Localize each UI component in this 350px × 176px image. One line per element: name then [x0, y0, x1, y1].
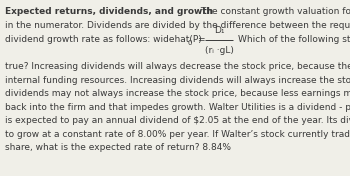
Text: The constant growth valuation formula has dividends: The constant growth valuation formula ha… — [198, 7, 350, 16]
Text: dividend growth rate as follows: widehat(P): dividend growth rate as follows: widehat… — [5, 35, 202, 44]
Text: dividends may not always increase the stock price, because less earnings may be : dividends may not always increase the st… — [5, 89, 350, 98]
Text: Which of the following statements is: Which of the following statements is — [238, 35, 350, 44]
Text: is expected to pay an annual dividend of $2.05 at the end of the year. Its divid: is expected to pay an annual dividend of… — [5, 116, 350, 125]
Text: (rᵢ ·gL): (rᵢ ·gL) — [204, 46, 233, 55]
Text: to grow at a constant rate of 8.00% per year. If Walter’s stock currently trades: to grow at a constant rate of 8.00% per … — [5, 130, 350, 139]
Text: back into the firm and that impedes growth. Walter Utilities is a dividend - pay: back into the firm and that impedes grow… — [5, 103, 350, 112]
Text: D₁: D₁ — [214, 26, 224, 35]
Text: Expected returns, dividends, and growth: Expected returns, dividends, and growth — [5, 7, 213, 16]
Text: in the numerator. Dividends are divided by the difference between the required r: in the numerator. Dividends are divided … — [5, 20, 350, 30]
Text: internal funding resources. Increasing dividends will always increase the stock : internal funding resources. Increasing d… — [5, 76, 350, 85]
Text: 0: 0 — [188, 40, 193, 46]
Text: true? Increasing dividends will always decrease the stock price, because the fir: true? Increasing dividends will always d… — [5, 62, 350, 71]
Text: =: = — [197, 35, 204, 44]
Text: share, what is the expected rate of return? 8.84%: share, what is the expected rate of retu… — [5, 143, 231, 152]
